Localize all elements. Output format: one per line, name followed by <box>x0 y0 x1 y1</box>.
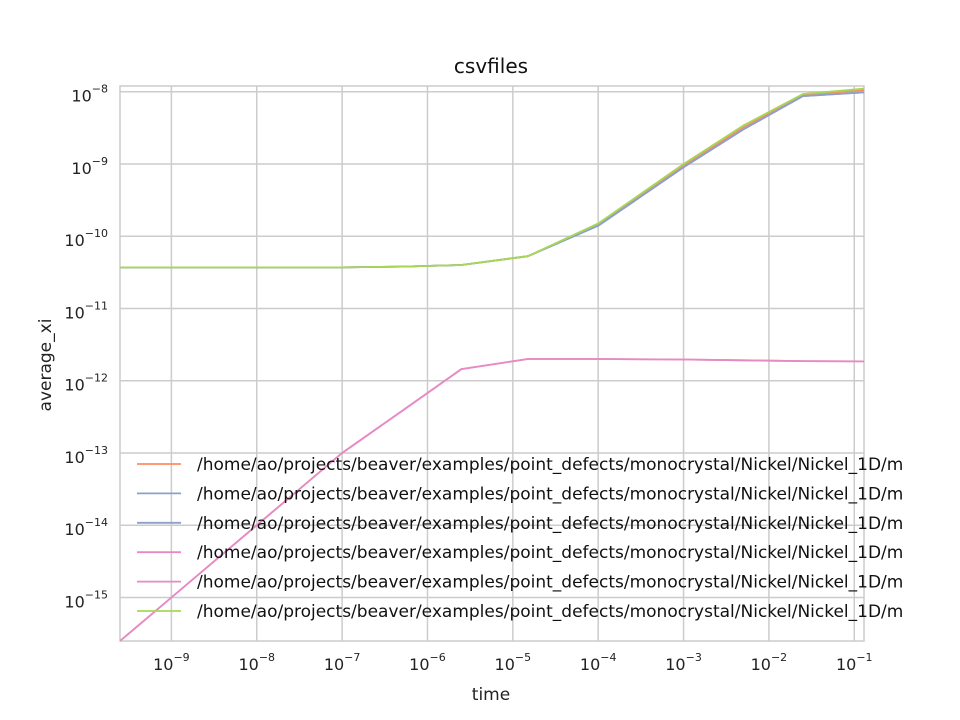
legend-entry: /home/ao/projects/beaver/examples/point_… <box>137 484 903 504</box>
x-tick-label: 10−7 <box>324 651 361 674</box>
legend-label: /home/ao/projects/beaver/examples/point_… <box>197 573 903 593</box>
plot-area-frame <box>119 85 865 642</box>
x-tick-label: 10−8 <box>238 651 275 674</box>
legend-entry: /home/ao/projects/beaver/examples/point_… <box>137 602 903 622</box>
y-tick-label: 10−8 <box>71 83 108 106</box>
y-tick-label: 10−14 <box>64 516 108 539</box>
series-lines <box>120 87 864 642</box>
grid <box>120 86 864 641</box>
x-axis-ticks: 10−9 10−8 10−7 10−6 10−5 10−4 10−3 10−2 10−1 <box>153 651 872 674</box>
x-tick-label: 10−9 <box>153 651 190 674</box>
y-tick-label: 10−12 <box>64 372 108 395</box>
y-tick-label: 10−11 <box>64 299 108 322</box>
legend-entry: /home/ao/projects/beaver/examples/point_… <box>137 514 903 534</box>
x-tick-label: 10−1 <box>836 651 873 674</box>
x-tick-label: 10−3 <box>665 651 702 674</box>
x-tick-label: 10−5 <box>495 651 532 674</box>
legend-entry: /home/ao/projects/beaver/examples/point_… <box>137 455 903 475</box>
x-tick-label: 10−6 <box>409 651 446 674</box>
chart-title: csvfiles <box>454 54 528 78</box>
legend-label: /home/ao/projects/beaver/examples/point_… <box>197 602 903 622</box>
y-tick-label: 10−13 <box>64 444 108 467</box>
legend-label: /home/ao/projects/beaver/examples/point_… <box>197 484 903 504</box>
legend-entry: /home/ao/projects/beaver/examples/point_… <box>137 543 903 563</box>
y-axis-ticks: 10−8 10−9 10−10 10−11 10−12 10−13 10−14 10−15 <box>64 83 108 612</box>
legend-entry: /home/ao/projects/beaver/examples/point_… <box>137 573 903 593</box>
legend-label: /home/ao/projects/beaver/examples/point_… <box>197 543 903 563</box>
y-axis-label: average_xi <box>36 319 56 412</box>
x-tick-label: 10−2 <box>751 651 788 674</box>
x-tick-label: 10−4 <box>580 651 617 674</box>
y-tick-label: 10−15 <box>64 588 108 611</box>
y-tick-label: 10−10 <box>64 227 108 250</box>
legend-label: /home/ao/projects/beaver/examples/point_… <box>197 455 903 475</box>
y-tick-label: 10−9 <box>71 155 108 178</box>
series-line-5 <box>120 358 864 642</box>
series-line-6 <box>120 87 864 269</box>
legend: /home/ao/projects/beaver/examples/point_… <box>137 455 903 622</box>
x-axis-label: time <box>472 685 510 705</box>
legend-label: /home/ao/projects/beaver/examples/point_… <box>197 514 903 534</box>
